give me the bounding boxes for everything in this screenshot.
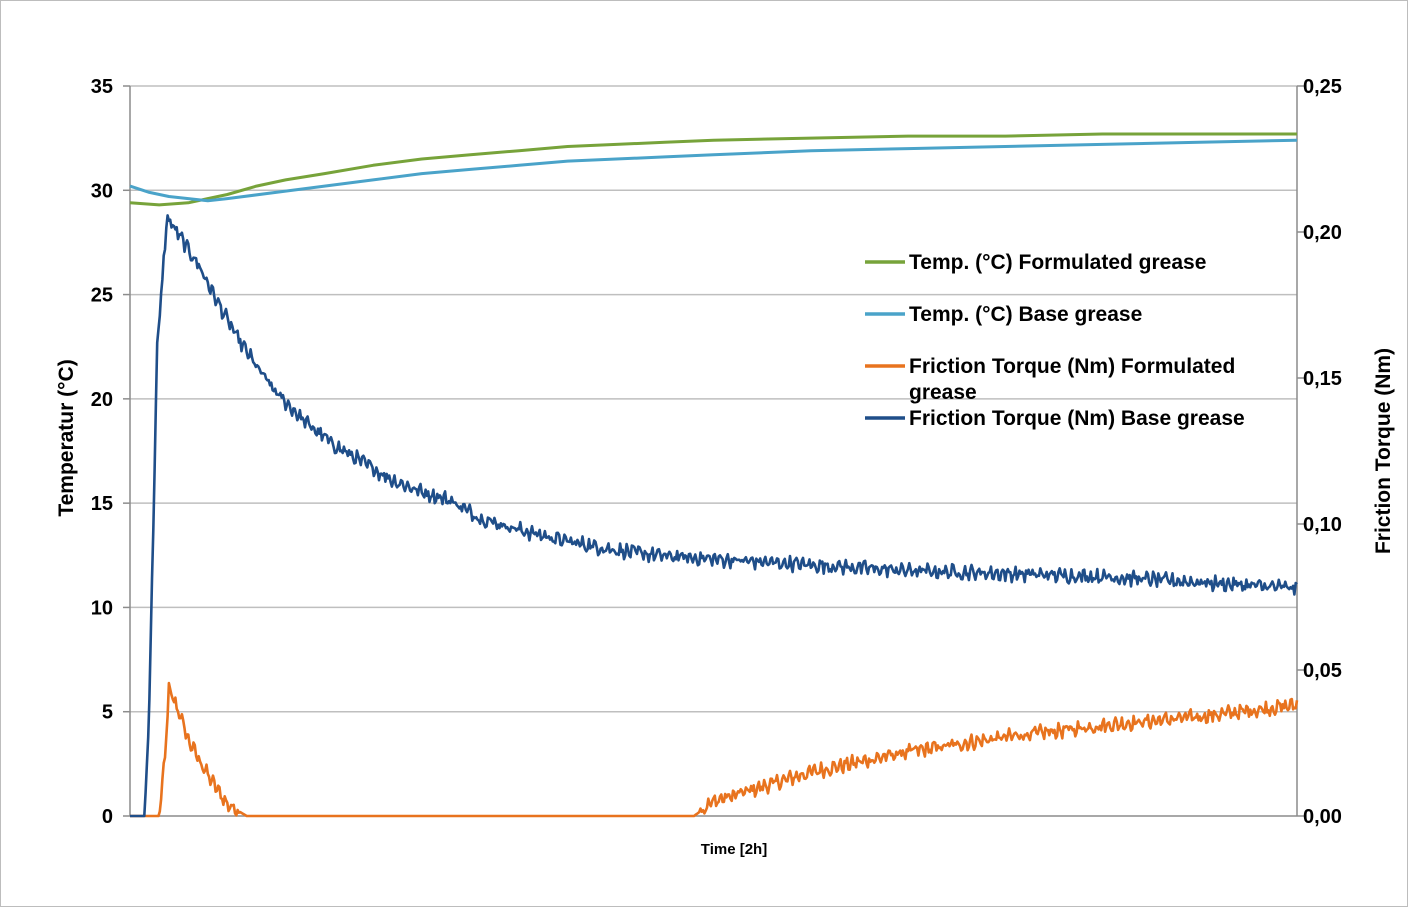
y-left-tick-label-4: 20	[91, 389, 113, 411]
series-line-2	[130, 681, 1299, 818]
y-right-tick-label-5: 0,25	[1303, 76, 1342, 98]
x-axis-title: Time [2h]	[701, 841, 767, 858]
y-left-tick-label-3: 15	[91, 493, 113, 515]
y-left-tick-label-0: 0	[102, 806, 113, 828]
legend-label-3: Friction Torque (Nm) Base grease	[909, 407, 1245, 430]
series-line-0	[129, 132, 1297, 207]
series-line-1	[129, 138, 1298, 203]
series-line-3	[130, 214, 1298, 818]
y-right-tick-label-4: 0,20	[1303, 222, 1342, 244]
y-right-tick-label-0: 0,00	[1303, 806, 1342, 828]
y-left-tick-label-7: 35	[91, 76, 113, 98]
label-layer: Temperatur (°C) Friction Torque (Nm) Tim…	[55, 348, 1395, 858]
y-left-tick-label-2: 10	[91, 597, 113, 619]
series-layer	[129, 132, 1299, 818]
y-left-tick-label-6: 30	[91, 180, 113, 202]
y-right-tick-label-3: 0,15	[1303, 368, 1342, 390]
legend-label-0: Temp. (°C) Formulated grease	[909, 251, 1206, 274]
y-left-tick-label-5: 25	[91, 285, 113, 307]
grid-layer	[130, 85, 1297, 713]
legend-label-2: Friction Torque (Nm) Formulated grease	[909, 355, 1235, 404]
y-right-tick-label-2: 0,10	[1303, 514, 1342, 536]
y-left-tick-label-1: 5	[102, 702, 113, 724]
legend-label-1: Temp. (°C) Base grease	[909, 303, 1142, 326]
y-right-tick-label-1: 0,05	[1303, 660, 1342, 682]
legend-layer: Temp. (°C) Formulated grease Temp. (°C) B…	[865, 251, 1245, 430]
axis-layer: 0 5 10 15 20 25 30 35 0,00 0,05 0,10 0,15 0,20 0,25	[91, 76, 1342, 828]
y-axis-right-title: Friction Torque (Nm)	[1372, 348, 1395, 554]
y-axis-left-title: Temperatur (°C)	[55, 359, 78, 516]
